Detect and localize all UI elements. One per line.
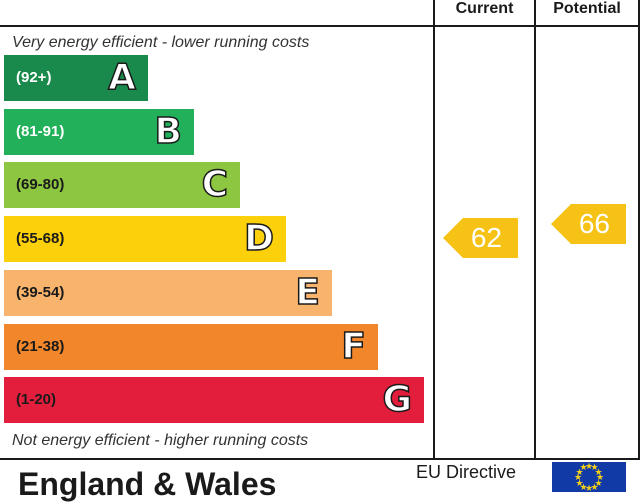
band-range-label: (92+) [16, 69, 52, 86]
band-letter: D [243, 217, 274, 260]
eu-flag-icon: ★ ★ ★ ★ ★ ★ ★ ★ ★ ★ ★ ★ [552, 461, 626, 493]
inefficient-note: Not energy efficient - higher running co… [12, 432, 309, 449]
band-range-label: (69-80) [16, 176, 65, 194]
band-letter: E [295, 271, 321, 314]
eu-star-icon: ★ [596, 472, 605, 482]
eu-star-icon: ★ [585, 461, 594, 471]
eu-star-icon: ★ [579, 462, 588, 473]
efficient-note: Very energy efficient - lower running co… [12, 34, 310, 51]
header-divider [0, 25, 640, 27]
eu-star-icon: ★ [575, 466, 584, 477]
region-title: England & Wales [18, 466, 277, 502]
band-range-label: (81-91) [16, 122, 65, 140]
band-b: (81-91) B [4, 108, 194, 155]
band-d: (55-68) D [4, 216, 286, 263]
eu-star-icon: ★ [574, 472, 583, 482]
eu-star-icon: ★ [590, 462, 599, 473]
band-range-label: (39-54) [16, 283, 65, 301]
eu-directive-label: EU Directive [416, 462, 517, 482]
band-range-label: (21-38) [16, 337, 65, 355]
band-letter: C [201, 164, 229, 207]
footer-divider [0, 458, 640, 460]
band-range-label: (55-68) [16, 230, 65, 248]
band-letter: A [107, 56, 136, 99]
current-header: Current [455, 0, 514, 17]
band-f: (21-38) F [4, 323, 378, 370]
current-column-divider [433, 0, 435, 458]
band-letter: B [154, 110, 183, 153]
band-c: (69-80) C [4, 162, 240, 209]
band-letter: G [382, 378, 413, 421]
band-g: (1-20) G [4, 377, 424, 424]
band-a: (92+) A [4, 55, 148, 101]
potential-header: Potential [553, 0, 621, 17]
band-letter: F [341, 325, 367, 368]
potential-column-divider [534, 0, 536, 458]
band-range-label: (1-20) [16, 391, 57, 409]
band-e: (39-54) E [4, 269, 332, 316]
eu-star-icon: ★ [594, 466, 603, 477]
